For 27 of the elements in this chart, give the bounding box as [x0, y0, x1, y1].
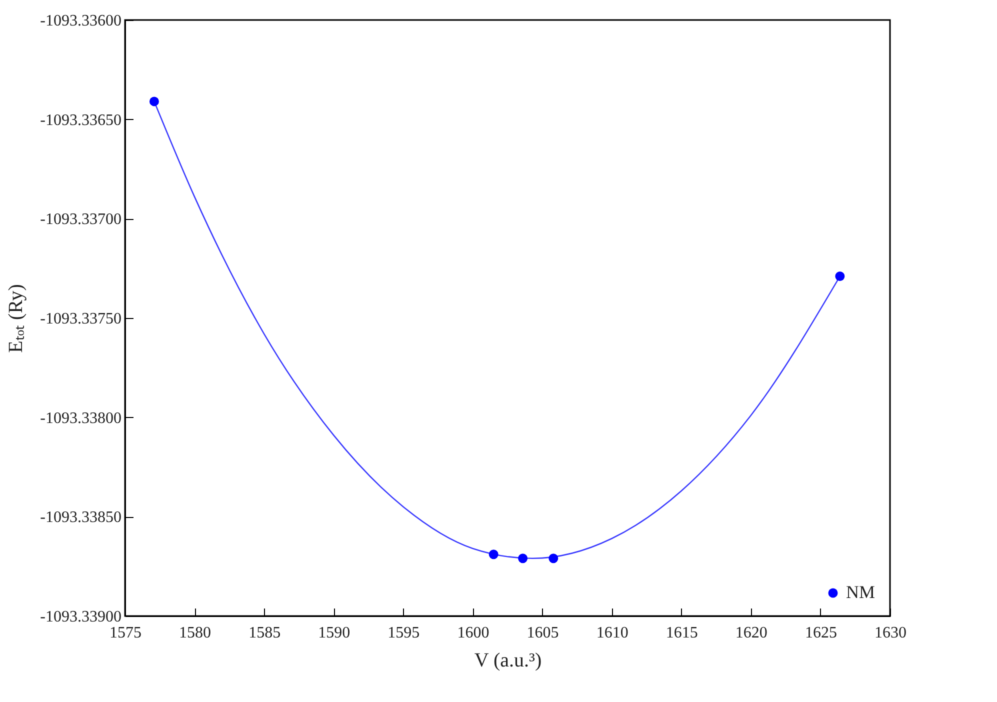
x-tick-label: 1575: [110, 624, 142, 642]
x-tick-label: 1630: [874, 624, 906, 642]
y-tick-label: -1093.33800: [40, 410, 122, 427]
x-tick-label: 1590: [318, 624, 350, 642]
y-tick-label: -1093.33600: [40, 12, 122, 30]
point: [548, 554, 558, 564]
point: [835, 272, 845, 282]
x-tick-label: 1595: [388, 624, 420, 642]
y-tick-label: -1093.33700: [40, 211, 122, 228]
x-tick-label: 1585: [248, 624, 281, 642]
point: [488, 550, 498, 560]
y-tick-label: -1093.33650: [40, 112, 122, 129]
y-tick-label: -1093.33900: [40, 608, 122, 626]
x-tick-label: 1610: [596, 624, 628, 642]
x-axis-title: V (a.u.³): [474, 650, 542, 672]
x-tick-label: 1580: [179, 624, 212, 642]
y-axis-title: Eₜₒₜ (Ry): [5, 284, 28, 353]
point: [518, 554, 528, 564]
x-tick-label: 1605: [526, 624, 559, 642]
x-tick-label: 1600: [457, 624, 490, 642]
x-tick-label: 1615: [666, 624, 698, 642]
legend-label: NM: [846, 582, 876, 602]
y-tick-label: -1093.33750: [40, 310, 122, 328]
x-tick-label: 1620: [735, 624, 768, 642]
x-tick-label: 1625: [804, 624, 837, 642]
point: [149, 96, 159, 106]
y-tick-label: -1093.33850: [40, 509, 122, 526]
